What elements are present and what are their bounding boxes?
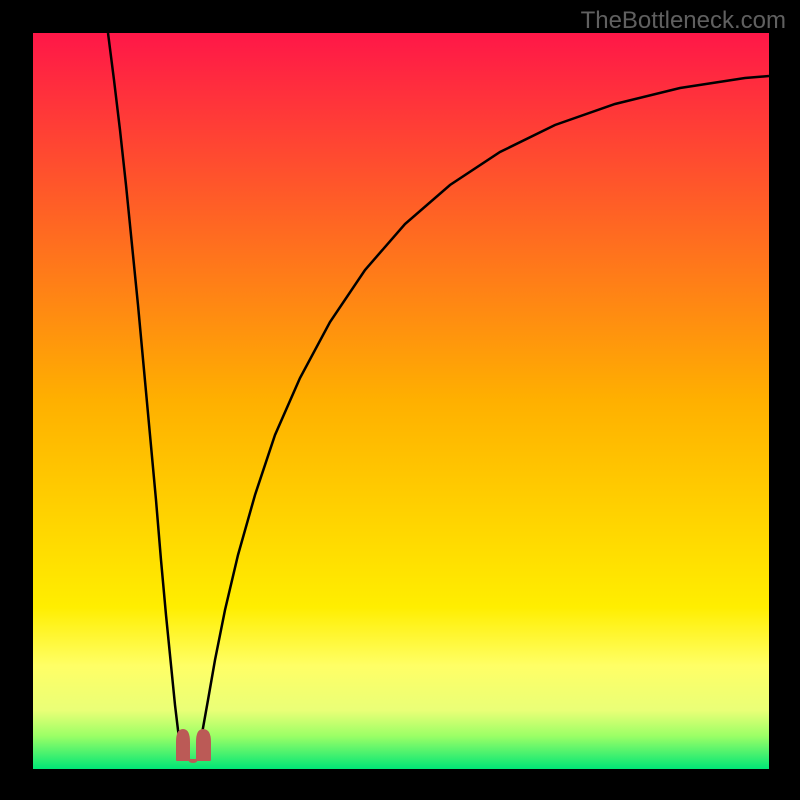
- curve-right-branch: [200, 76, 769, 744]
- figure-canvas: TheBottleneck.com: [0, 0, 800, 800]
- curve-layer: [33, 33, 769, 769]
- plot-area: [33, 33, 769, 769]
- watermark-text: TheBottleneck.com: [581, 7, 786, 35]
- minimum-marker: [177, 730, 210, 762]
- curve-left-branch: [108, 33, 180, 744]
